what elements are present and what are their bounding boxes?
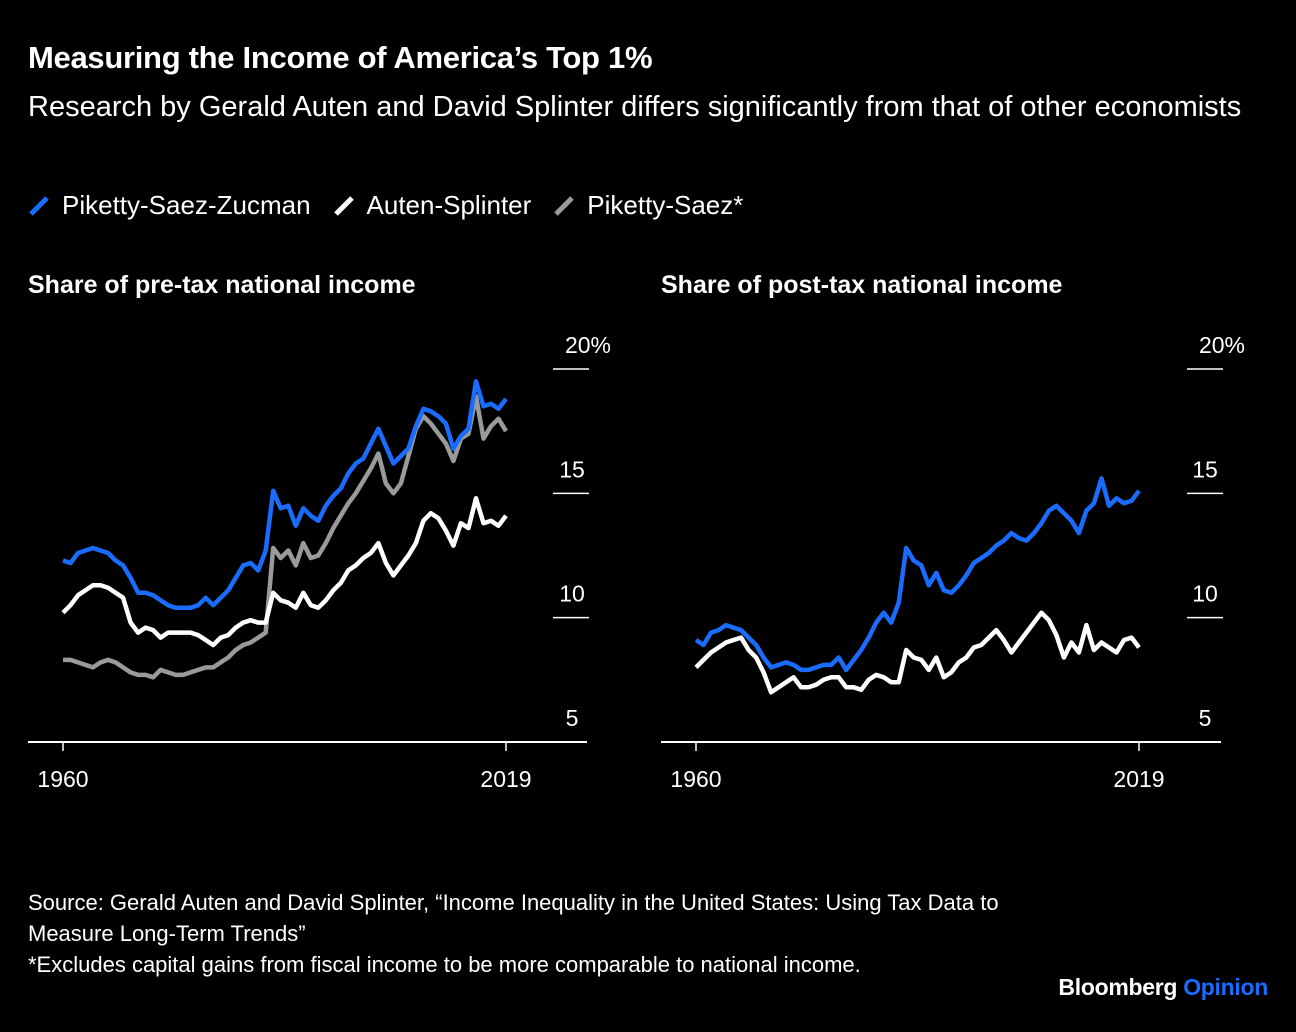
y-tick-label: 10 bbox=[1192, 581, 1218, 607]
series-line-piketty-saez-zucman bbox=[62, 379, 508, 610]
legend-label: Auten-Splinter bbox=[366, 190, 532, 220]
legend-item-auten-splinter: Auten-Splinter bbox=[333, 190, 532, 221]
legend-swatch-white-icon bbox=[333, 195, 354, 216]
left-panel-title: Share of pre-tax national income bbox=[28, 271, 416, 299]
y-tick-label: 15 bbox=[559, 456, 585, 482]
footnote: *Excludes capital gains from fiscal inco… bbox=[28, 952, 861, 977]
brand-sub: Opinion bbox=[1183, 974, 1268, 1000]
x-tick-label: 2019 bbox=[480, 766, 531, 792]
chart-title: Measuring the Income of America’s Top 1% bbox=[28, 40, 653, 75]
bloomberg-opinion-logo: Bloomberg Opinion bbox=[1058, 974, 1268, 1001]
legend-label: Piketty-Saez-Zucman bbox=[62, 190, 311, 220]
series-line-auten-splinter bbox=[61, 496, 508, 648]
chart-subtitle: Research by Gerald Auten and David Splin… bbox=[28, 91, 1242, 123]
series-line-piketty-saez bbox=[63, 394, 508, 680]
legend-swatch-gray-icon bbox=[554, 195, 575, 216]
legend-label: Piketty-Saez* bbox=[587, 190, 744, 220]
y-tick-label: 15 bbox=[1192, 456, 1218, 482]
series-line-piketty-saez-zucman bbox=[694, 476, 1141, 673]
x-tick-label: 2019 bbox=[1113, 766, 1164, 792]
legend-item-piketty-saez-zucman: Piketty-Saez-Zucman bbox=[28, 190, 311, 221]
y-tick-label: 20% bbox=[1199, 332, 1245, 358]
footnotes: Source: Gerald Auten and David Splinter,… bbox=[28, 887, 1028, 980]
charts-area: 5 10 15 20% 1960 2019 5 10 15 20% 1960 2019 bbox=[28, 332, 1245, 792]
legend-swatch-blue-icon bbox=[29, 195, 49, 216]
x-tick-label: 1960 bbox=[670, 766, 721, 792]
x-tick-label: 1960 bbox=[37, 766, 88, 792]
y-tick-label: 5 bbox=[566, 705, 579, 731]
source-note: Source: Gerald Auten and David Splinter,… bbox=[28, 890, 999, 946]
legend-item-piketty-saez: Piketty-Saez* bbox=[553, 190, 743, 221]
series-line-auten-splinter bbox=[694, 610, 1141, 695]
y-tick-label: 5 bbox=[1199, 705, 1212, 731]
y-tick-label: 10 bbox=[559, 581, 585, 607]
legend: Piketty-Saez-Zucman Auten-Splinter Piket… bbox=[28, 190, 743, 221]
right-panel-title: Share of post-tax national income bbox=[661, 271, 1063, 299]
y-tick-label: 20% bbox=[565, 332, 611, 358]
brand-main: Bloomberg bbox=[1058, 974, 1178, 1000]
